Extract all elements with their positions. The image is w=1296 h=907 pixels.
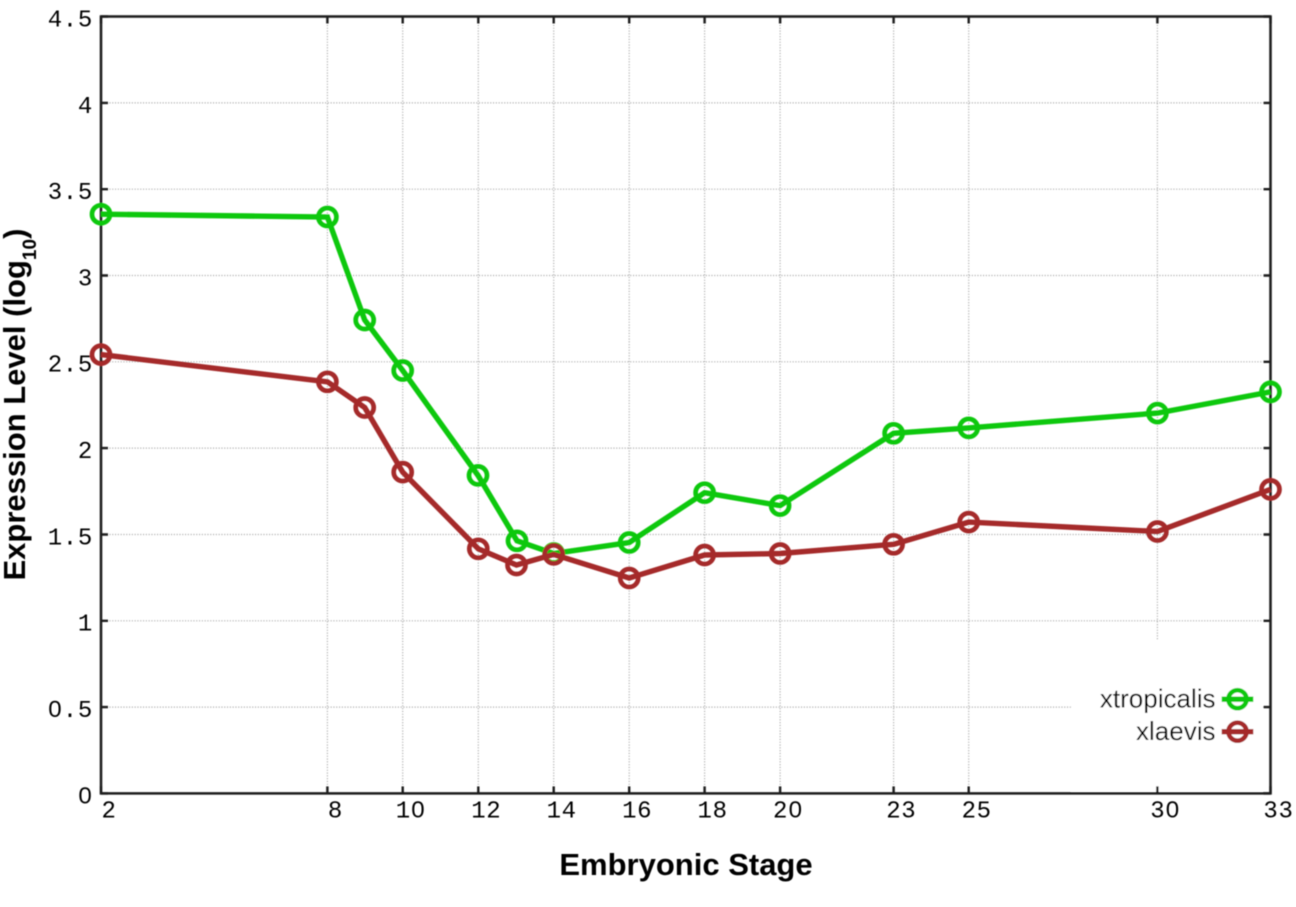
svg-text:xtropicalis: xtropicalis bbox=[1100, 684, 1216, 714]
svg-text:18: 18 bbox=[697, 799, 727, 826]
svg-text:2: 2 bbox=[78, 439, 93, 466]
svg-text:30: 30 bbox=[1150, 799, 1180, 826]
svg-text:33: 33 bbox=[1263, 799, 1293, 826]
svg-text:4.5: 4.5 bbox=[48, 7, 93, 34]
svg-text:20: 20 bbox=[773, 799, 803, 826]
svg-text:25: 25 bbox=[962, 799, 992, 826]
svg-text:1: 1 bbox=[78, 612, 93, 639]
svg-text:10: 10 bbox=[396, 799, 426, 826]
svg-text:2.5: 2.5 bbox=[48, 353, 93, 380]
svg-text:16: 16 bbox=[622, 799, 652, 826]
svg-text:4: 4 bbox=[78, 94, 93, 121]
svg-text:3: 3 bbox=[78, 266, 93, 293]
svg-text:2: 2 bbox=[101, 799, 116, 826]
svg-text:Embryonic Stage: Embryonic Stage bbox=[559, 847, 812, 882]
svg-text:xlaevis: xlaevis bbox=[1136, 716, 1215, 746]
svg-text:8: 8 bbox=[328, 799, 343, 826]
svg-text:14: 14 bbox=[547, 799, 577, 826]
svg-text:0: 0 bbox=[78, 784, 93, 811]
svg-text:1.5: 1.5 bbox=[48, 525, 93, 552]
svg-text:3.5: 3.5 bbox=[48, 180, 93, 207]
svg-text:12: 12 bbox=[471, 799, 501, 826]
svg-text:23: 23 bbox=[886, 799, 916, 826]
